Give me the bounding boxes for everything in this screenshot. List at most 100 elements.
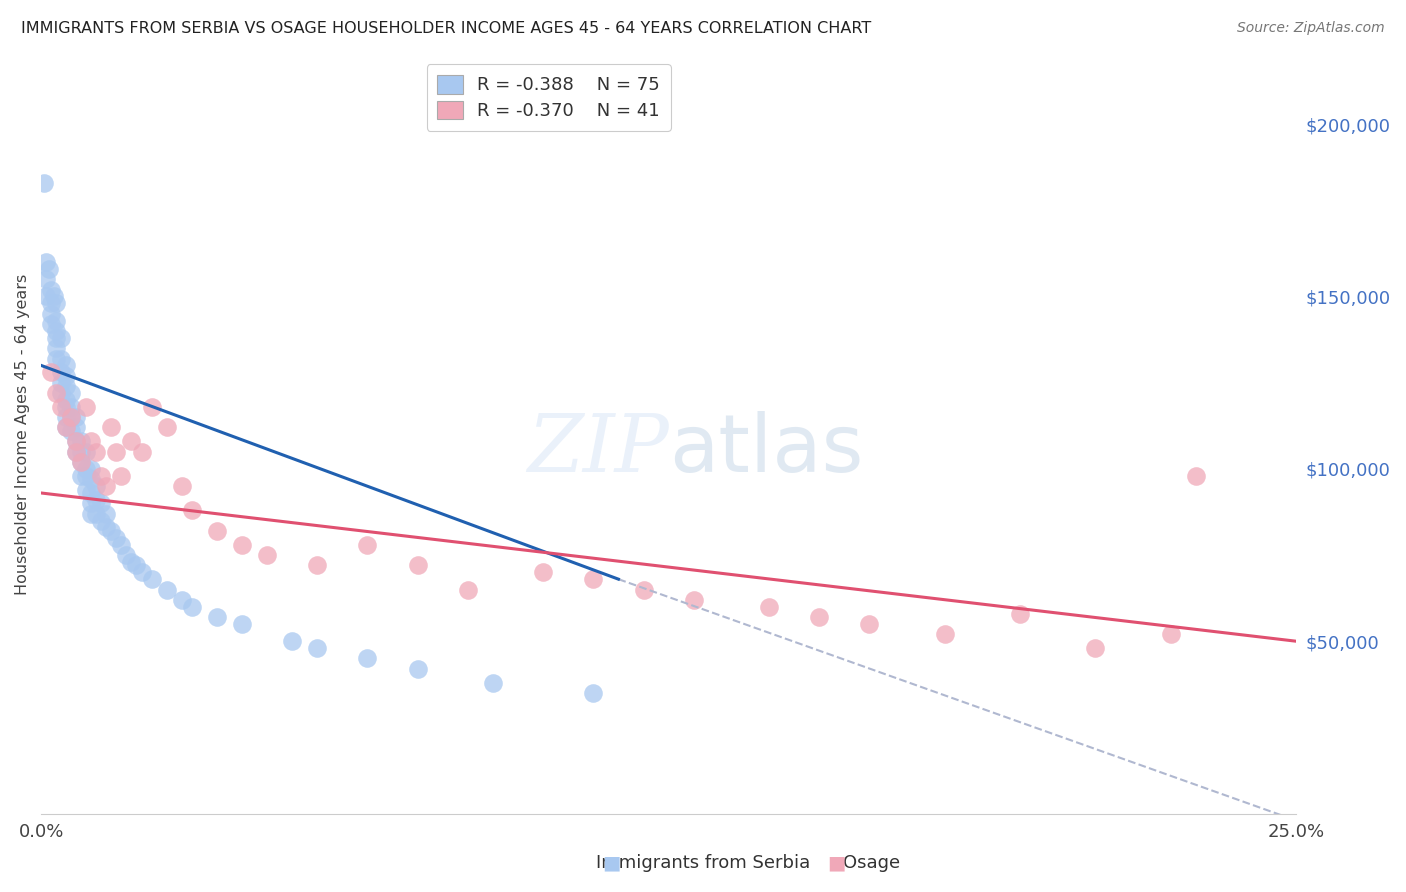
Point [96, 507, 118, 521]
Point [55, 410, 77, 425]
Point [55, 392, 77, 407]
Text: ■: ■ [827, 854, 846, 872]
Point [1084, 641, 1107, 656]
Point [35, 272, 58, 286]
Point [39, 365, 62, 379]
Point [682, 592, 704, 607]
Point [110, 538, 132, 552]
Point [45, 351, 67, 366]
Point [115, 548, 138, 562]
Point [55, 359, 77, 373]
Point [180, 599, 202, 614]
Point [100, 420, 122, 434]
Point [86, 507, 108, 521]
Text: Osage: Osage [844, 855, 900, 872]
Point [39, 307, 62, 321]
Point [80, 462, 103, 476]
Point [121, 555, 143, 569]
Point [231, 617, 253, 632]
Point [256, 548, 278, 562]
Legend: R = -0.388    N = 75, R = -0.370    N = 41: R = -0.388 N = 75, R = -0.370 N = 41 [426, 64, 671, 131]
Point [356, 651, 378, 665]
Point [42, 289, 65, 303]
Point [35, 255, 58, 269]
Point [65, 444, 87, 458]
Point [45, 313, 67, 327]
Point [60, 386, 83, 401]
Point [1008, 607, 1031, 621]
Point [170, 479, 193, 493]
Point [80, 434, 103, 449]
Point [90, 496, 112, 510]
Point [131, 444, 153, 458]
Point [75, 444, 97, 458]
Point [205, 610, 228, 624]
Point [356, 538, 378, 552]
Point [45, 296, 67, 310]
Point [80, 486, 103, 500]
Point [65, 434, 87, 449]
Point [45, 331, 67, 345]
Point [281, 634, 304, 648]
Point [70, 455, 93, 469]
Point [75, 468, 97, 483]
Point [60, 410, 83, 425]
Point [55, 420, 77, 434]
Point [55, 379, 77, 393]
Point [70, 434, 93, 449]
Point [482, 675, 505, 690]
Point [105, 531, 128, 545]
Point [125, 558, 148, 573]
Text: ZIP: ZIP [527, 411, 669, 488]
Point [51, 331, 73, 345]
Point [307, 641, 329, 656]
Point [156, 420, 179, 434]
Point [55, 400, 77, 414]
Point [70, 455, 93, 469]
Point [90, 468, 112, 483]
Point [80, 496, 103, 510]
Point [582, 686, 605, 700]
Point [45, 386, 67, 401]
Point [45, 341, 67, 355]
Point [65, 444, 87, 458]
Text: Source: ZipAtlas.com: Source: ZipAtlas.com [1237, 21, 1385, 35]
Point [32, 176, 55, 190]
Point [1160, 627, 1182, 641]
Point [231, 538, 253, 552]
Point [51, 365, 73, 379]
Point [121, 434, 143, 449]
Point [65, 410, 87, 425]
Point [457, 582, 479, 597]
Point [80, 472, 103, 486]
Point [858, 617, 880, 632]
Point [934, 627, 956, 641]
Text: ■: ■ [602, 854, 621, 872]
Point [582, 572, 605, 586]
Y-axis label: Householder Income Ages 45 - 64 years: Householder Income Ages 45 - 64 years [15, 274, 30, 595]
Point [633, 582, 655, 597]
Point [758, 599, 780, 614]
Point [75, 462, 97, 476]
Point [45, 324, 67, 338]
Point [51, 386, 73, 401]
Point [39, 283, 62, 297]
Point [38, 261, 60, 276]
Point [86, 479, 108, 493]
Point [110, 468, 132, 483]
Point [51, 400, 73, 414]
Point [65, 434, 87, 449]
Text: IMMIGRANTS FROM SERBIA VS OSAGE HOUSEHOLDER INCOME AGES 45 - 64 YEARS CORRELATIO: IMMIGRANTS FROM SERBIA VS OSAGE HOUSEHOL… [21, 21, 872, 36]
Point [96, 520, 118, 534]
Point [51, 351, 73, 366]
Point [205, 524, 228, 538]
Point [75, 483, 97, 497]
Point [39, 317, 62, 331]
Point [80, 507, 103, 521]
Point [808, 610, 831, 624]
Text: Immigrants from Serbia: Immigrants from Serbia [596, 855, 810, 872]
Point [170, 592, 193, 607]
Point [105, 444, 128, 458]
Point [141, 572, 163, 586]
Point [406, 662, 429, 676]
